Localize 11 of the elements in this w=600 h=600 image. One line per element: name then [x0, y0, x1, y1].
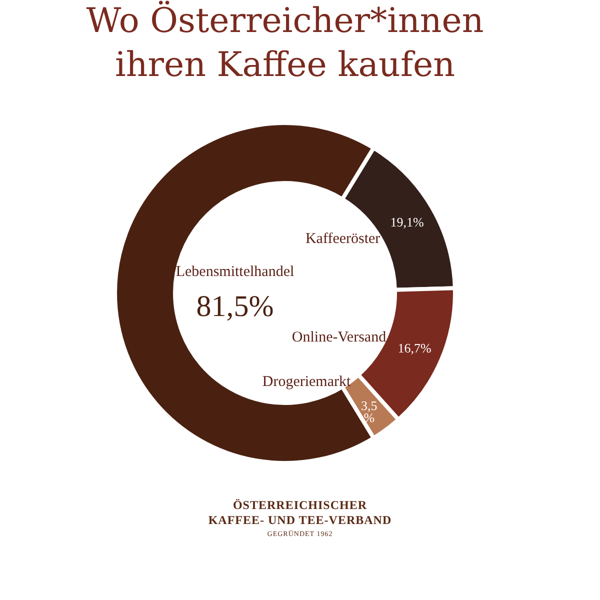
slice-label: Lebensmittelhandel: [176, 264, 294, 280]
text: ÖSTERREICHISCHER: [232, 498, 368, 513]
data-label: 16,7%: [398, 340, 432, 356]
data-label: 3,5 %: [361, 398, 378, 426]
slice-label: Online-Versand: [292, 329, 387, 346]
data-label: 19,1%: [390, 214, 424, 230]
chart-title: Wo Österreicher*innen ihren Kaffee kaufen: [86, 0, 484, 85]
data-label: 81,5%: [196, 290, 274, 323]
slice-label: Kaffeeröster: [305, 230, 380, 247]
slice-label: Drogeriemarkt: [262, 374, 352, 390]
text: KAFFEE- UND TEE-VERBAND: [207, 513, 393, 528]
